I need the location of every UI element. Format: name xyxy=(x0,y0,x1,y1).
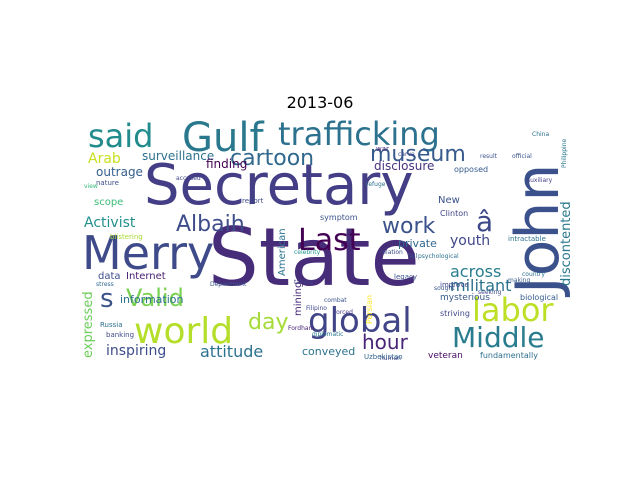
word-private: private xyxy=(398,237,437,250)
word-refuge: refuge xyxy=(366,181,386,188)
word-view: view xyxy=(84,183,98,190)
word-surveillance: surveillance xyxy=(142,149,215,163)
word-report: report xyxy=(242,197,264,205)
word-disclosure: disclosure xyxy=(374,159,435,173)
word-a-circumflex: â xyxy=(476,205,494,238)
word-merry: Merry xyxy=(82,226,215,280)
cloud-title: 2013-06 xyxy=(286,93,354,112)
word-activist: Activist xyxy=(84,215,136,231)
word-sought: sought xyxy=(434,285,455,292)
word-conveyed: conveyed xyxy=(302,345,356,358)
word-data: data xyxy=(98,271,121,282)
word-official: official xyxy=(512,153,532,160)
word-middle: Middle xyxy=(452,321,545,354)
word-outrage: outrage xyxy=(96,165,143,179)
word-attitude: attitude xyxy=(200,342,264,361)
word-stress: stress xyxy=(96,281,114,288)
word-internet: Internet xyxy=(126,271,166,282)
word-human: human xyxy=(380,355,401,362)
word-taking: taking xyxy=(294,279,313,286)
word-information: information xyxy=(120,293,184,306)
word-russia: Russia xyxy=(100,321,123,329)
word-work: work xyxy=(382,214,436,239)
word-war: war xyxy=(376,145,389,153)
word-inspiring: inspiring xyxy=(106,343,167,359)
word-psychological: psychological xyxy=(418,253,459,260)
word-state: State xyxy=(208,211,420,304)
word-labor: labor xyxy=(472,291,554,329)
word-expressed: expressed xyxy=(81,291,96,358)
word-legacy: legacy xyxy=(394,273,417,281)
word-cloud: State Secretary John Merry Gulf traffick… xyxy=(80,118,576,366)
word-albaih: Albaih xyxy=(176,212,245,237)
word-auxiliary: Auxiliary xyxy=(526,177,553,184)
word-opposed: opposed xyxy=(454,165,489,174)
word-fundamentally: fundamentally xyxy=(480,351,538,360)
word-militant: militant xyxy=(450,276,512,295)
word-filipino: Filipino xyxy=(306,305,327,312)
word-fall: fall xyxy=(408,253,418,260)
word-carve: carve xyxy=(398,151,415,158)
word-arab: Arab xyxy=(88,151,121,167)
word-gulf: Gulf xyxy=(182,118,264,161)
word-trafficking: trafficking xyxy=(278,118,440,153)
word-new: New xyxy=(438,195,460,206)
word-celebrity: celebrity xyxy=(294,249,321,256)
word-youth: youth xyxy=(450,233,491,249)
word-forced: forced xyxy=(334,309,353,316)
word-china: China xyxy=(532,131,550,138)
word-intractable: intractable xyxy=(508,235,546,243)
word-world: world xyxy=(134,311,234,352)
word-clinton: Clinton xyxy=(440,209,469,218)
word-striving: striving xyxy=(440,309,470,318)
word-mysterious: mysterious xyxy=(440,293,490,303)
word-mining: mining xyxy=(293,281,304,316)
word-uzbekistan: Uzbekistan xyxy=(364,353,403,361)
word-diplomatic: diplomatic xyxy=(312,331,344,338)
word-secretary: Secretary xyxy=(144,153,414,218)
word-relation: relation xyxy=(380,249,403,256)
word-discontented: discontented xyxy=(559,201,574,286)
word-seeking: seeking xyxy=(478,289,502,296)
word-department: Department xyxy=(210,281,247,288)
word-making: making xyxy=(508,277,531,284)
word-banking: banking xyxy=(106,331,135,339)
word-day: day xyxy=(248,310,289,335)
word-finding: finding xyxy=(206,157,248,171)
word-country: country xyxy=(522,271,545,278)
word-symptom: symptom xyxy=(320,213,358,222)
word-valid: Valid xyxy=(126,284,184,312)
word-blistering: blistering xyxy=(110,233,143,241)
word-fordham: Fordham xyxy=(288,325,315,332)
word-hour: hour xyxy=(362,330,408,354)
word-philippine: Philippine xyxy=(561,138,568,168)
word-biological: biological xyxy=(520,293,559,302)
word-persian: Persian xyxy=(365,294,374,324)
word-across: across xyxy=(450,262,502,281)
word-scope: scope xyxy=(94,197,124,208)
word-accused: accused xyxy=(176,175,201,182)
word-improve: improve xyxy=(440,281,469,289)
word-museum: museum xyxy=(370,142,466,167)
word-nature: nature xyxy=(96,179,119,187)
word-global: global xyxy=(308,301,412,341)
word-s: s xyxy=(100,284,114,314)
word-cartoon: cartoon xyxy=(230,146,315,171)
word-last: Last xyxy=(298,223,361,258)
word-result: result xyxy=(480,153,497,160)
word-veteran: veteran xyxy=(428,351,463,361)
word-said: said xyxy=(88,118,154,155)
word-american: American xyxy=(277,228,288,276)
word-combat: combat xyxy=(324,297,347,304)
